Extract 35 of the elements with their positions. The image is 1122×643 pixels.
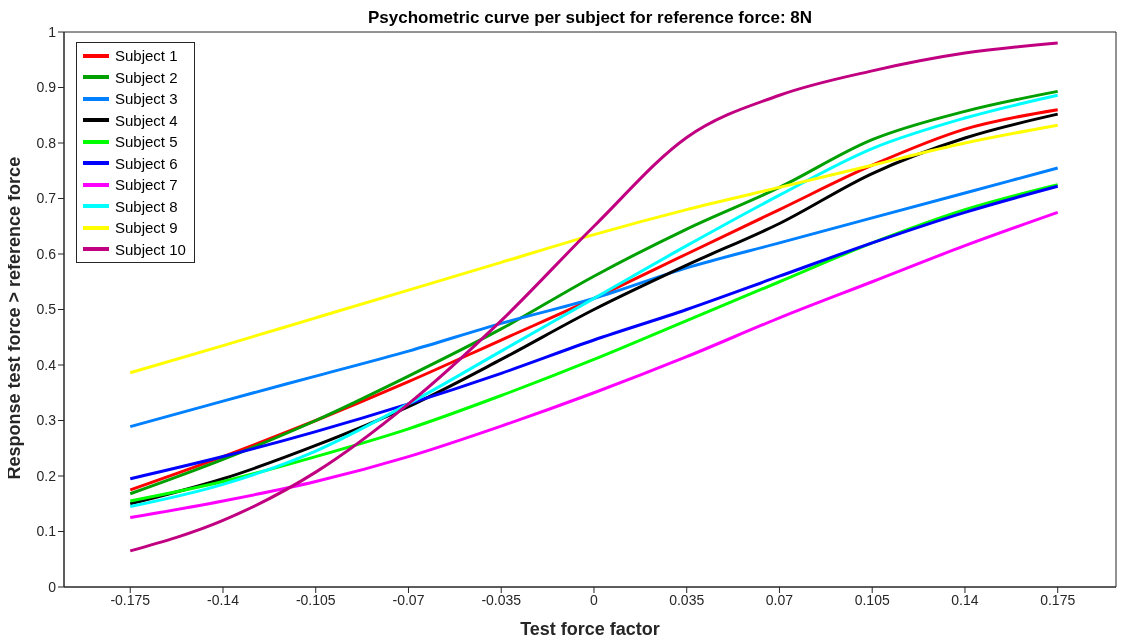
x-axis-title: Test force factor	[520, 619, 660, 639]
legend-label: Subject 1	[115, 46, 178, 66]
x-tick-label: 0.035	[669, 591, 705, 608]
y-tick-label: 0.6	[36, 245, 57, 262]
legend-label: Subject 7	[115, 175, 178, 195]
legend-label: Subject 2	[115, 67, 178, 88]
y-tick-label: 0.1	[36, 523, 57, 540]
x-tick-label: -0.07	[392, 591, 425, 608]
x-tick-label: 0.14	[951, 591, 979, 608]
x-tick-label: 0	[590, 591, 599, 608]
y-tick-label: 0.2	[36, 467, 57, 484]
x-tick-label: -0.035	[481, 591, 522, 608]
y-tick-label: 0.7	[36, 190, 57, 207]
legend-label: Subject 10	[115, 239, 186, 260]
y-tick-label: 0.9	[36, 79, 57, 96]
legend-label: Subject 9	[115, 218, 178, 238]
x-tick-label: -0.175	[110, 591, 151, 608]
x-tick-label: -0.14	[207, 591, 240, 608]
x-tick-label: -0.105	[295, 591, 336, 608]
legend-label: Subject 3	[115, 89, 178, 109]
y-axis-title: Response test force > reference force	[4, 156, 25, 480]
legend-label: Subject 8	[115, 196, 178, 217]
x-tick-label: 0.07	[765, 591, 794, 608]
x-tick-label: 0.175	[1040, 591, 1076, 608]
legend-label: Subject 4	[115, 110, 178, 131]
y-tick-label: 1	[48, 23, 57, 40]
y-tick-label: 0.5	[36, 301, 57, 318]
x-tick-label: 0.105	[854, 591, 890, 608]
y-tick-label: 0.4	[36, 356, 57, 373]
legend-label: Subject 6	[115, 153, 178, 174]
y-tick-label: 0	[48, 578, 57, 595]
y-tick-label: 0.3	[36, 412, 57, 429]
chart-title: Psychometric curve per subject for reference force: 8N	[366, 8, 814, 28]
y-tick-label: 0.8	[36, 134, 57, 151]
legend-label: Subject 5	[115, 132, 178, 152]
